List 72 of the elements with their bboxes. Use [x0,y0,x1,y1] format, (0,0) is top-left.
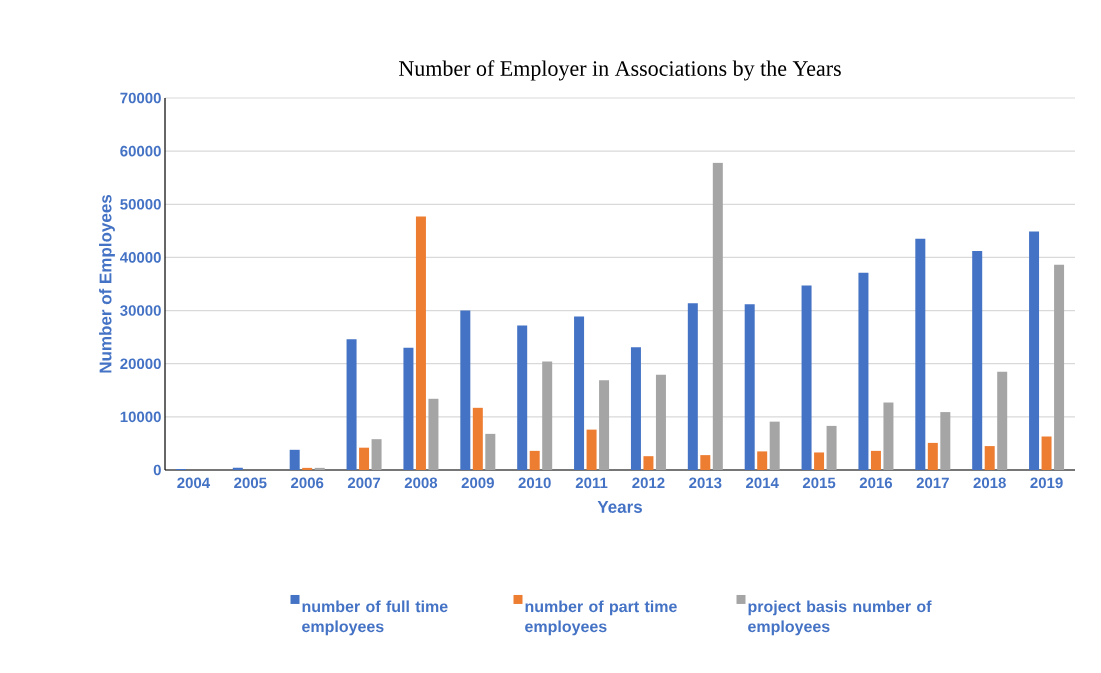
bar [826,425,837,470]
x-tick-label: 2011 [575,477,608,489]
bar [655,374,666,470]
bar [940,412,951,470]
x-tick-label: 2004 [177,477,211,489]
bar [517,325,528,470]
bar [314,467,325,470]
bar [403,347,414,470]
bar [712,162,723,470]
bar [870,450,881,470]
y-tick-label: 70000 [120,92,161,104]
bar [542,361,553,470]
bar [371,439,382,470]
x-tick-label: 2018 [973,477,1006,489]
bar [801,285,812,470]
x-tick-label: 2006 [291,477,324,489]
bar [232,467,243,470]
bar [769,421,780,470]
bar [359,447,370,470]
bar [599,380,610,470]
x-tick-label: 2010 [518,477,551,489]
bar [302,467,313,470]
bar [586,429,597,470]
bar [1029,231,1040,470]
bar [485,433,496,470]
y-axis-title: Number of Employees [99,194,115,373]
x-tick-label: 2008 [404,477,438,489]
bar [574,316,585,470]
bar [744,304,755,470]
bar [415,216,426,470]
bar [927,442,938,470]
legend-label: number of full time employees [302,600,448,636]
bar [757,451,768,470]
bar [915,238,926,470]
bar [984,446,995,470]
x-tick-label: 2007 [347,477,381,489]
y-tick-label: 60000 [120,145,161,157]
chart-title: Number of Employer in Associations by the Years [399,60,841,81]
bar [687,303,698,470]
x-tick-label: 2017 [916,477,949,489]
x-tick-label: 2016 [859,477,893,489]
legend-label: project basis number of employees [748,600,932,636]
y-tick-label: 0 [153,464,161,476]
bar [472,407,483,470]
bar [346,339,357,470]
legend-label: number of part time employees [525,600,677,636]
x-tick-label: 2012 [632,477,665,489]
bar [428,398,439,470]
bar [858,272,869,470]
y-tick-label: 20000 [120,358,161,370]
bar [1054,264,1065,470]
bar [997,371,1008,470]
bar [700,455,711,470]
x-tick-label: 2009 [461,477,494,489]
x-tick-label: 2013 [689,477,722,489]
x-tick-label: 2019 [1030,477,1063,489]
x-tick-label: 2015 [802,477,836,489]
bar [814,452,825,470]
x-tick-label: 2014 [746,477,779,489]
y-tick-label: 50000 [120,198,161,210]
bar [972,251,983,470]
bar [529,450,540,470]
x-axis-title: Years [597,501,642,513]
bar [630,347,641,470]
bar [883,402,894,470]
bar [643,456,654,470]
x-tick-label: 2005 [234,477,267,489]
y-tick-label: 30000 [120,305,161,316]
bar [460,310,471,470]
bar [289,449,300,470]
y-tick-label: 40000 [119,252,161,263]
y-tick-label: 10000 [120,411,161,423]
